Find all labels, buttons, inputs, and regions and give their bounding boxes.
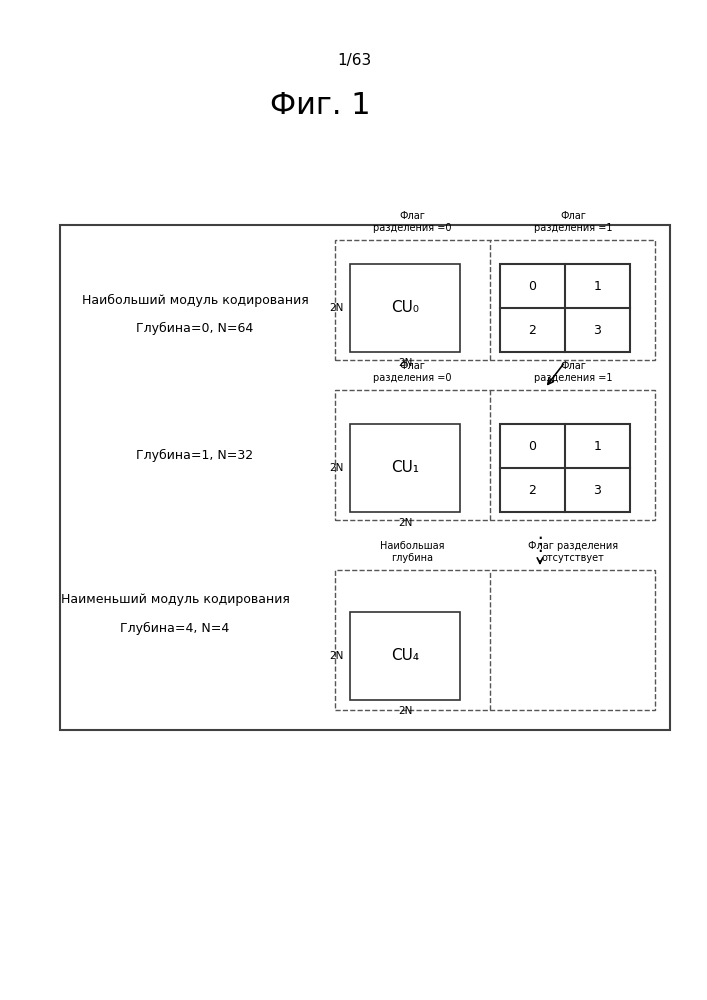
Text: 2N: 2N bbox=[398, 358, 412, 368]
Text: 2: 2 bbox=[529, 484, 537, 496]
Text: 2: 2 bbox=[529, 324, 537, 336]
Text: Фиг. 1: Фиг. 1 bbox=[269, 91, 370, 119]
Text: Флаг
разделения =1: Флаг разделения =1 bbox=[534, 211, 612, 233]
Text: Наибольший модуль кодирования: Наибольший модуль кодирования bbox=[81, 293, 308, 307]
Text: 2N: 2N bbox=[398, 518, 412, 528]
Text: Флаг
разделения =0: Флаг разделения =0 bbox=[373, 361, 451, 383]
Text: 2N: 2N bbox=[398, 706, 412, 716]
Text: 3: 3 bbox=[594, 324, 602, 336]
Bar bbox=[500, 264, 630, 352]
Text: 0: 0 bbox=[529, 279, 537, 292]
Text: Глубина=1, N=32: Глубина=1, N=32 bbox=[136, 448, 254, 462]
Bar bbox=[335, 240, 655, 360]
Bar bbox=[60, 225, 670, 730]
Text: CU₄: CU₄ bbox=[391, 648, 419, 664]
Bar bbox=[335, 390, 655, 520]
Text: Флаг
разделения =0: Флаг разделения =0 bbox=[373, 211, 451, 233]
Text: CU₀: CU₀ bbox=[391, 300, 419, 316]
Bar bbox=[500, 424, 630, 512]
Text: 2N: 2N bbox=[329, 303, 344, 313]
Text: 1/63: 1/63 bbox=[337, 52, 371, 68]
Text: Наименьший модуль кодирования: Наименьший модуль кодирования bbox=[61, 593, 289, 606]
Text: Глубина=0, N=64: Глубина=0, N=64 bbox=[136, 321, 254, 335]
Text: Наибольшая
глубина: Наибольшая глубина bbox=[380, 541, 444, 563]
Bar bbox=[350, 424, 460, 512]
Text: 2N: 2N bbox=[329, 651, 344, 661]
Text: Флаг разделения
отсутствует: Флаг разделения отсутствует bbox=[528, 541, 618, 563]
Bar bbox=[350, 264, 460, 352]
Text: CU₁: CU₁ bbox=[391, 460, 419, 476]
Text: ⋮: ⋮ bbox=[530, 536, 550, 554]
Text: 3: 3 bbox=[594, 484, 602, 496]
Bar bbox=[335, 570, 655, 710]
Text: Глубина=4, N=4: Глубина=4, N=4 bbox=[120, 621, 230, 635]
Text: Флаг
разделения =1: Флаг разделения =1 bbox=[534, 361, 612, 383]
Bar bbox=[350, 612, 460, 700]
Text: 2N: 2N bbox=[329, 463, 344, 473]
Text: 1: 1 bbox=[594, 440, 602, 452]
Text: 1: 1 bbox=[594, 279, 602, 292]
Text: 0: 0 bbox=[529, 440, 537, 452]
